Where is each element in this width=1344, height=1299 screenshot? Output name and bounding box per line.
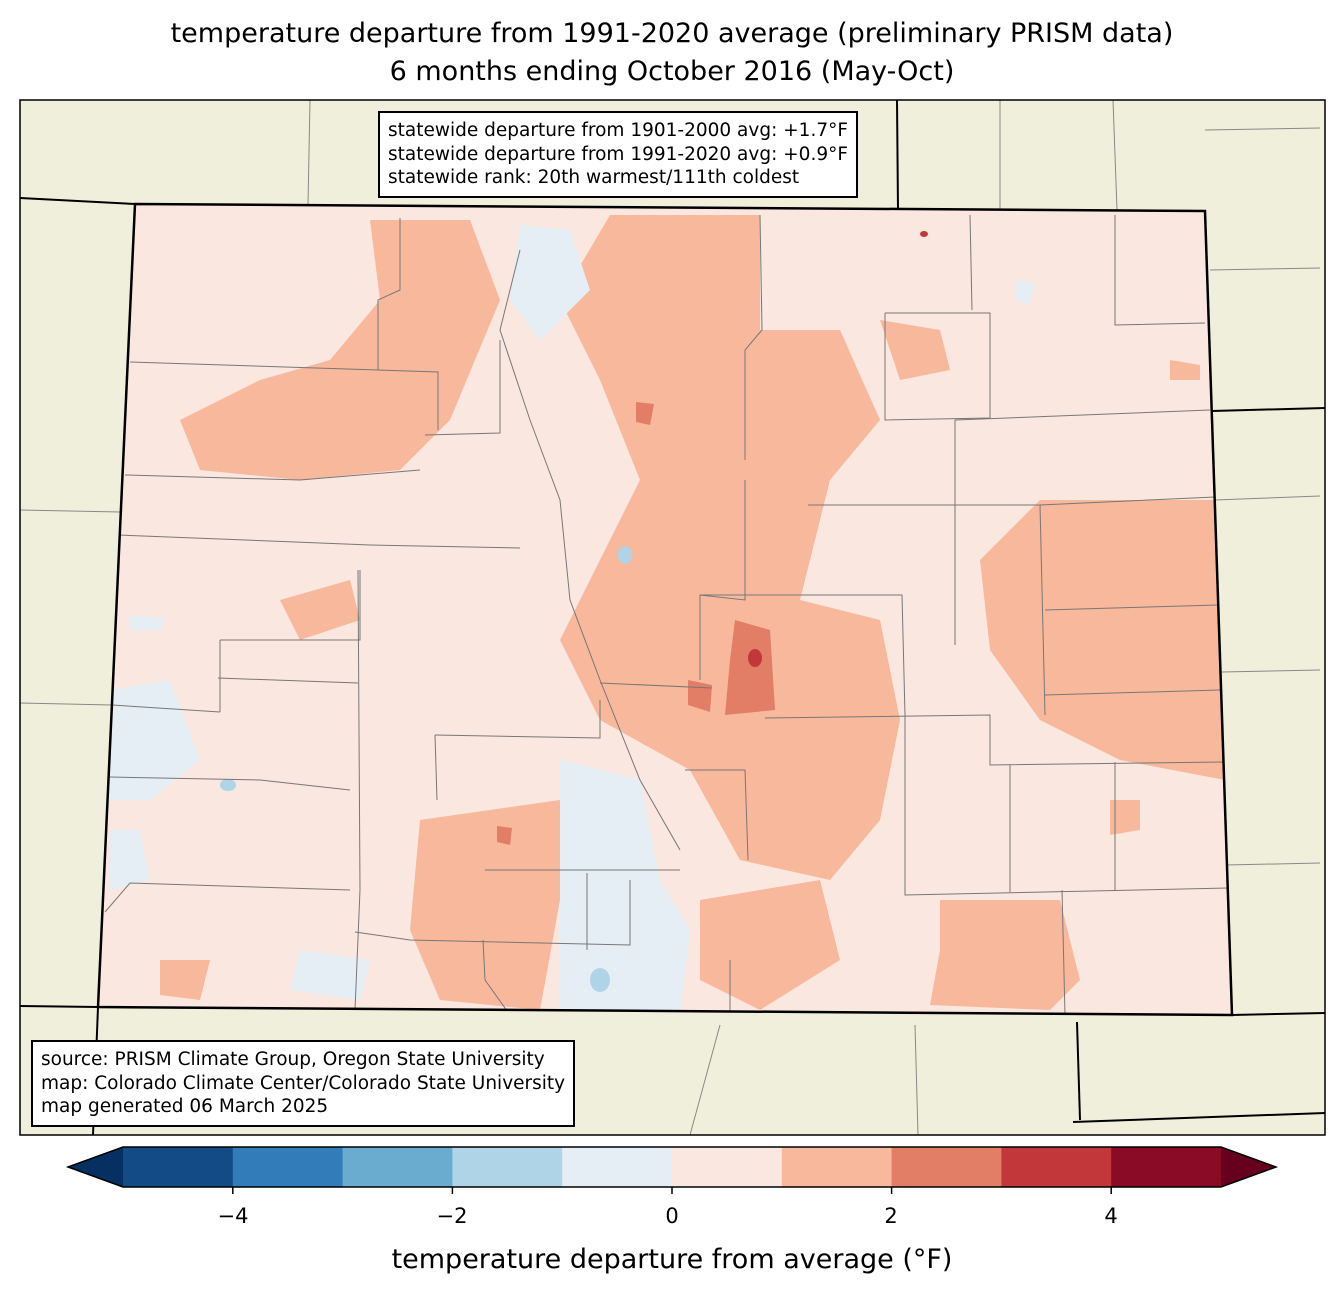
colorbar-tick-label: −2 <box>436 1204 468 1228</box>
colorbar-segment <box>123 1147 234 1187</box>
colorbar <box>65 1146 1279 1194</box>
colorbar-segment <box>672 1147 783 1187</box>
map-subtitle: 6 months ending October 2016 (May-Oct) <box>389 56 955 87</box>
colorbar-tick-label: −4 <box>217 1204 249 1228</box>
colorbar-segment <box>781 1147 893 1187</box>
colorbar-segment <box>232 1147 344 1187</box>
colorbar-segment <box>452 1147 563 1187</box>
source-box: source: PRISM Climate Group, Oregon Stat… <box>31 1040 576 1127</box>
colorbar-segment <box>1111 1147 1222 1187</box>
state-boundaries <box>19 99 1326 1136</box>
colorbar-segment <box>342 1147 453 1187</box>
map-title: temperature departure from 1991-2020 ave… <box>170 18 1174 49</box>
county-lines <box>104 214 1229 1015</box>
colorbar-tick-label: 4 <box>1104 1204 1118 1228</box>
colorbar-segment <box>562 1147 673 1187</box>
colorado-border <box>96 202 1234 1017</box>
colorbar-outline <box>65 1146 1279 1188</box>
colorbar-segment <box>1001 1147 1112 1187</box>
map-credit-line: map: Colorado Climate Center/Colorado St… <box>41 1072 566 1094</box>
neighbor-county-lines <box>19 99 1321 1136</box>
colorbar-extend-low <box>68 1147 123 1187</box>
stat-rank: statewide rank: 20th warmest/111th colde… <box>388 167 800 188</box>
temperature-anomaly-field <box>110 215 1225 1015</box>
colorbar-tick-label: 2 <box>884 1204 898 1228</box>
map-frame <box>19 99 1326 1136</box>
stat-departure-1991-2020: statewide departure from 1991-2020 avg: … <box>388 143 848 165</box>
source-line: source: PRISM Climate Group, Oregon Stat… <box>41 1049 545 1070</box>
statewide-stats-box: statewide departure from 1901-2000 avg: … <box>378 111 858 198</box>
generated-date-line: map generated 06 March 2025 <box>41 1096 329 1117</box>
colorbar-extend-high <box>1221 1147 1276 1187</box>
colorbar-label: temperature departure from average (°F) <box>391 1244 953 1275</box>
colorbar-segment <box>891 1147 1002 1187</box>
stat-departure-1901-2000: statewide departure from 1901-2000 avg: … <box>388 120 848 141</box>
colorbar-tick-label: 0 <box>665 1204 679 1228</box>
